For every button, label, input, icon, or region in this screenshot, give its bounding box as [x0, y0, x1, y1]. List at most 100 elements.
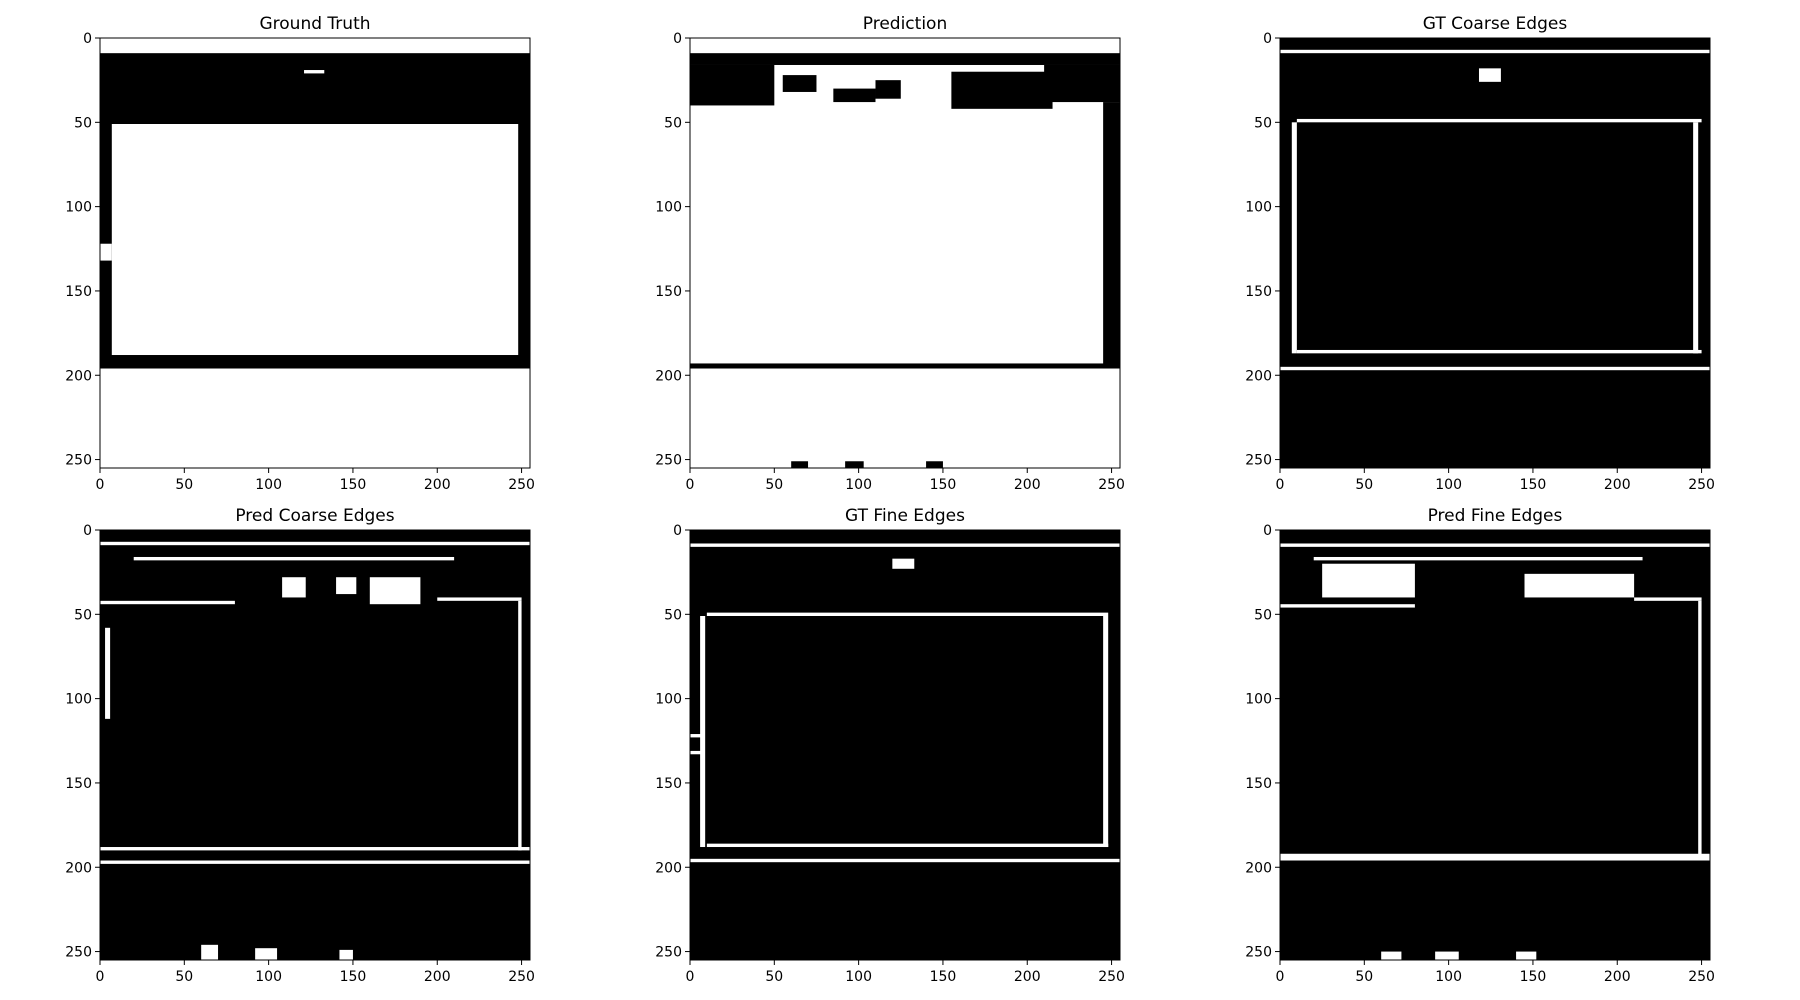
y-tick-label: 50	[664, 115, 682, 131]
x-tick-label: 250	[1688, 477, 1715, 493]
x-tick-label: 100	[1435, 969, 1462, 985]
x-tick-label: 0	[686, 477, 695, 493]
y-tick-label: 50	[1254, 607, 1272, 623]
y-tick-label: 150	[655, 284, 682, 300]
y-tick-label: 100	[655, 692, 682, 708]
mask-region	[1516, 951, 1537, 960]
axes-frame	[689, 37, 1121, 469]
y-tick-label: 100	[1245, 200, 1272, 216]
panel-title: GT Coarse Edges	[1423, 14, 1568, 34]
panel-background	[690, 38, 1120, 468]
axes-frame	[1279, 37, 1711, 469]
mask-region	[1103, 616, 1109, 848]
x-tick-label: 200	[424, 477, 451, 493]
x-tick-label: 150	[930, 477, 957, 493]
mask-region	[369, 577, 421, 605]
mask-region	[1693, 122, 1699, 354]
mask-region	[706, 843, 1109, 848]
mask-region	[1381, 951, 1402, 960]
mask-region	[1698, 600, 1702, 858]
y-tick-label: 200	[655, 368, 682, 384]
mask-region	[1280, 366, 1710, 371]
mask-region	[690, 64, 775, 106]
y-tick-label: 150	[65, 776, 92, 792]
mask-region	[833, 88, 876, 103]
mask-region	[282, 577, 306, 598]
mask-region	[951, 71, 1053, 109]
y-tick-label: 150	[1245, 776, 1272, 792]
mask-region	[845, 461, 864, 468]
y-tick-label: 200	[655, 860, 682, 876]
mask-region	[690, 53, 1120, 65]
y-tick-label: 50	[1254, 115, 1272, 131]
axes-frame	[99, 37, 531, 469]
mask-region	[1634, 597, 1702, 601]
panel-background	[1280, 530, 1710, 960]
x-tick-label: 250	[1688, 969, 1715, 985]
y-tick-label: 0	[673, 523, 682, 539]
y-tick-label: 150	[1245, 284, 1272, 300]
y-tick-label: 200	[65, 860, 92, 876]
y-tick-label: 0	[1263, 31, 1272, 47]
mask-region	[1280, 853, 1710, 861]
mask-region	[875, 80, 901, 99]
mask-region	[255, 948, 278, 960]
mask-region	[100, 860, 530, 864]
y-tick-label: 250	[655, 945, 682, 961]
mask-region	[892, 558, 915, 569]
y-tick-label: 250	[655, 453, 682, 469]
x-tick-label: 100	[255, 969, 282, 985]
mask-region	[1322, 563, 1415, 598]
panel-background	[100, 530, 530, 960]
mask-region	[105, 627, 111, 719]
y-tick-label: 200	[1245, 860, 1272, 876]
x-tick-label: 150	[930, 969, 957, 985]
mask-region	[690, 858, 1120, 863]
mask-region	[1478, 68, 1501, 82]
mask-region	[1103, 102, 1120, 369]
y-tick-label: 50	[74, 115, 92, 131]
panel-title: Pred Fine Edges	[1428, 506, 1563, 526]
mask-region	[1280, 604, 1415, 608]
mask-region	[111, 124, 519, 356]
y-tick-label: 100	[65, 200, 92, 216]
mask-region	[100, 243, 112, 261]
x-tick-label: 100	[845, 477, 872, 493]
panel-background	[1280, 38, 1710, 468]
x-tick-label: 100	[255, 477, 282, 493]
y-tick-label: 200	[65, 368, 92, 384]
mask-region	[1313, 556, 1643, 561]
x-tick-label: 0	[1276, 969, 1285, 985]
y-tick-label: 0	[83, 31, 92, 47]
mask-region	[201, 944, 219, 960]
panel-title: GT Fine Edges	[845, 506, 965, 526]
mask-region	[1296, 118, 1702, 123]
x-tick-label: 50	[1355, 969, 1373, 985]
mask-region	[518, 600, 522, 851]
x-tick-label: 0	[96, 477, 105, 493]
x-tick-label: 50	[175, 969, 193, 985]
x-tick-label: 50	[175, 477, 193, 493]
mask-region	[706, 612, 1109, 616]
mask-region	[690, 543, 1120, 547]
mask-region	[1280, 49, 1710, 54]
mask-region	[1296, 349, 1702, 354]
x-tick-label: 250	[508, 969, 535, 985]
mask-region	[100, 847, 530, 851]
axes-frame	[689, 529, 1121, 961]
mask-region	[690, 734, 702, 738]
y-tick-label: 0	[673, 31, 682, 47]
x-tick-label: 150	[1520, 477, 1547, 493]
x-tick-label: 250	[1098, 477, 1125, 493]
x-tick-label: 50	[1355, 477, 1373, 493]
x-tick-label: 200	[1604, 969, 1631, 985]
panel-title: Prediction	[863, 14, 947, 34]
y-tick-label: 250	[65, 453, 92, 469]
x-tick-label: 200	[424, 969, 451, 985]
x-tick-label: 200	[1604, 477, 1631, 493]
